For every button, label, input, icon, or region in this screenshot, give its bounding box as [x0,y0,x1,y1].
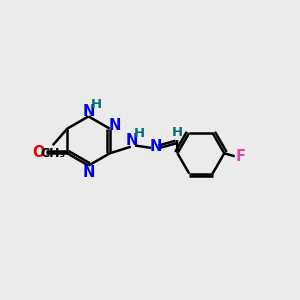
Text: F: F [236,149,246,164]
Text: H: H [133,127,145,140]
Text: N: N [126,133,138,148]
Text: CH₃: CH₃ [40,147,65,160]
Text: N: N [83,103,95,118]
Text: N: N [82,165,95,180]
Text: H: H [172,126,183,140]
Text: N: N [109,118,122,133]
Text: O: O [33,145,45,160]
Text: H: H [90,98,102,111]
Text: N: N [150,139,162,154]
